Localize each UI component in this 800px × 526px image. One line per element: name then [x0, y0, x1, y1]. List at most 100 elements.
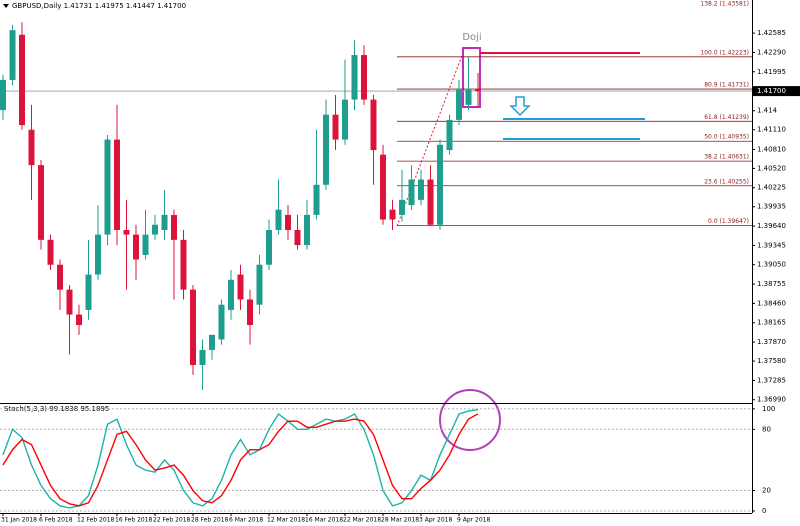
candle-body	[351, 55, 358, 100]
x-tick-label: 6 Mar 2018	[229, 517, 263, 524]
trend-line	[396, 52, 464, 227]
candle-body	[66, 289, 73, 315]
candle-body	[199, 349, 206, 365]
y-tick-label: 1.41110	[757, 126, 786, 134]
candle-body	[332, 114, 339, 140]
y-tick-label: 1.39050	[757, 261, 786, 269]
candle-body	[275, 209, 282, 231]
y-tick-label: 1.37870	[757, 338, 786, 346]
candle-body	[370, 99, 377, 151]
fib-label: 80.9 (1.41731)	[704, 82, 749, 89]
candle-body	[9, 30, 16, 80]
x-tick-label: 16 Feb 2018	[115, 517, 153, 524]
candle-body	[304, 214, 310, 246]
y-tick-label: 1.36990	[757, 396, 786, 404]
candle-body	[123, 230, 130, 235]
y-tick-label: 1.39640	[757, 222, 786, 230]
candle-body	[57, 264, 63, 290]
menu-icon	[3, 4, 9, 8]
x-tick-label: 31 Jan 2018	[1, 517, 37, 524]
y-tick-label: 1.38460	[757, 299, 786, 307]
candle-body	[294, 230, 301, 246]
x-tick-label: 9 Apr 2018	[457, 517, 490, 524]
candle-body	[380, 154, 386, 220]
fib-label: 23.6 (1.40255)	[704, 178, 749, 185]
doji-highlight	[462, 47, 481, 108]
candle-body	[19, 34, 25, 126]
candle-body	[427, 179, 434, 225]
stoch-line	[2, 413, 479, 507]
candle-body	[218, 304, 225, 340]
y-tick-label: 1.38755	[757, 280, 786, 288]
candle-body	[0, 79, 6, 111]
candle-body	[38, 165, 44, 240]
candle-body	[114, 139, 120, 231]
candle-body	[323, 114, 329, 185]
y-tick-label: 80	[762, 425, 771, 433]
candle-body	[266, 230, 272, 265]
indicator-highlight	[439, 389, 501, 451]
x-tick-label: 28 Mar 2018	[381, 517, 419, 524]
current-price-box	[753, 86, 800, 97]
y-tick-label: 1.39935	[757, 203, 786, 211]
candle-body	[228, 279, 234, 310]
candle-body	[313, 184, 320, 215]
chart-title: GBPUSD,Daily 1.41731 1.41975 1.41447 1.4…	[12, 2, 186, 10]
x-tick-label: 16 Mar 2018	[305, 517, 343, 524]
y-tick-label: 1.41995	[757, 68, 786, 76]
fib-label: 50.0 (1.40935)	[704, 134, 749, 141]
down-arrow	[509, 96, 531, 117]
y-tick-label: 1.40810	[757, 145, 786, 153]
stoch-line	[2, 409, 479, 509]
candle-body	[389, 209, 396, 220]
fib-label: 0.0 (1.39647)	[708, 218, 749, 225]
y-tick-label: 1.38165	[757, 319, 786, 327]
candle-body	[437, 144, 443, 225]
fib-label: 61.8 (1.41239)	[704, 114, 749, 121]
candle-body	[456, 89, 462, 120]
candle-body	[133, 234, 139, 260]
y-tick-label: 0	[762, 507, 766, 515]
y-tick-label: 1.37580	[757, 357, 786, 365]
candle-body	[408, 179, 415, 206]
annotation: Doji	[462, 32, 481, 43]
x-tick-label: 12 Mar 2018	[267, 517, 305, 524]
y-tick-label: 1.42585	[757, 29, 786, 37]
current-price-label: 1.41700	[757, 87, 786, 95]
y-tick-label: 1.37285	[757, 376, 786, 384]
candle-body	[209, 334, 215, 350]
candle-body	[399, 199, 405, 215]
candle-body	[475, 89, 481, 92]
x-tick-label: 12 Feb 2018	[77, 517, 115, 524]
fib-label: 38.2 (1.40631)	[704, 154, 749, 161]
candle-body	[446, 119, 453, 151]
candle-body	[161, 214, 168, 231]
x-tick-label: 28 Feb 2018	[191, 517, 229, 524]
y-tick-label: 20	[762, 487, 771, 495]
fib-label: 100.0 (1.42223)	[700, 49, 749, 56]
candle-body	[256, 264, 263, 305]
candle-body	[361, 55, 367, 100]
x-tick-label: 3 Apr 2018	[419, 517, 452, 524]
candle-body	[28, 129, 35, 166]
candle-body	[237, 274, 244, 300]
fib-label: 138.2 (1.43581)	[700, 1, 749, 8]
y-tick-label: 100	[762, 405, 775, 413]
y-tick-label: 1.42290	[757, 48, 786, 56]
y-tick-label: 1.40225	[757, 184, 786, 192]
candle-body	[171, 214, 177, 240]
candle-body	[47, 239, 54, 265]
candle-body	[142, 234, 149, 255]
candle-body	[190, 289, 196, 365]
x-tick-label: 22 Feb 2018	[153, 517, 191, 524]
x-tick-label: 6 Feb 2018	[39, 517, 73, 524]
candle-body	[180, 239, 187, 290]
y-tick-label: 1.39345	[757, 241, 786, 249]
x-tick-label: 22 Mar 2018	[343, 517, 381, 524]
candle-body	[247, 299, 253, 326]
candle-body	[76, 314, 82, 326]
candle-body	[418, 179, 424, 200]
candle-body	[152, 224, 158, 235]
